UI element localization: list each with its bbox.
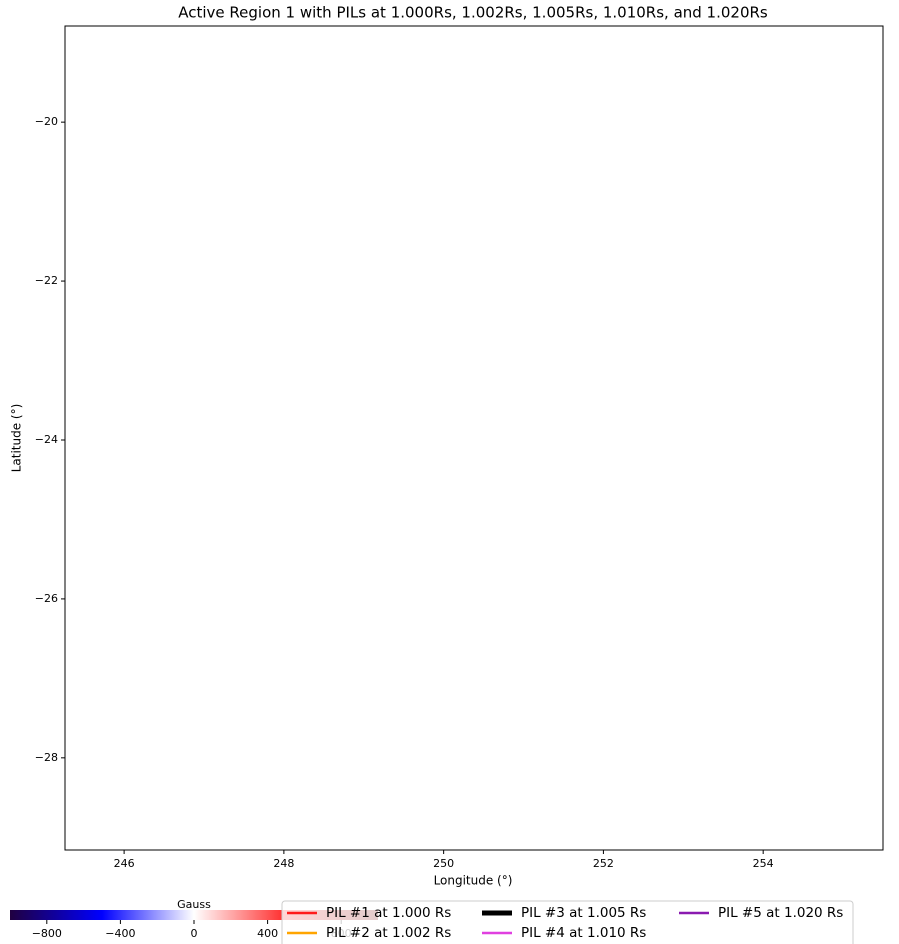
x-axis-label: Longitude (°) [434,874,513,888]
legend-label: PIL #1 at 1.000 Rs [326,905,451,921]
plot-frame [64,25,884,851]
y-tick-label: −28 [35,751,58,764]
legend-label: PIL #4 at 1.010 Rs [521,925,646,941]
colorbar [10,910,378,920]
x-tick-label: 248 [273,857,294,870]
y-tick-label: −20 [35,115,58,128]
colorbar-tick-label: −800 [32,927,62,940]
x-tick-label: 254 [753,857,774,870]
y-tick-label: −22 [35,274,58,287]
legend-box [281,900,854,944]
x-tick-label: 252 [593,857,614,870]
colorbar-tick-label: 400 [257,927,278,940]
x-tick-label: 250 [433,857,454,870]
legend-label: PIL #5 at 1.020 Rs [718,905,843,921]
legend-label: PIL #2 at 1.002 Rs [326,925,451,941]
colorbar-tick-label: 0 [191,927,198,940]
y-tick-label: −26 [35,592,58,605]
legend-label: PIL #3 at 1.005 Rs [521,905,646,921]
y-tick-label: −24 [35,433,58,446]
y-axis-label: Latitude (°) [10,404,24,473]
legend: PIL #1 at 1.000 Rs PIL #2 at 1.002 Rs PIL … [281,900,854,944]
x-tick-label: 246 [114,857,135,870]
colorbar-label: Gauss [177,898,211,911]
colorbar-tick-label: −400 [105,927,135,940]
chart-title: Active Region 1 with PILs at 1.000Rs, 1.… [178,4,768,22]
